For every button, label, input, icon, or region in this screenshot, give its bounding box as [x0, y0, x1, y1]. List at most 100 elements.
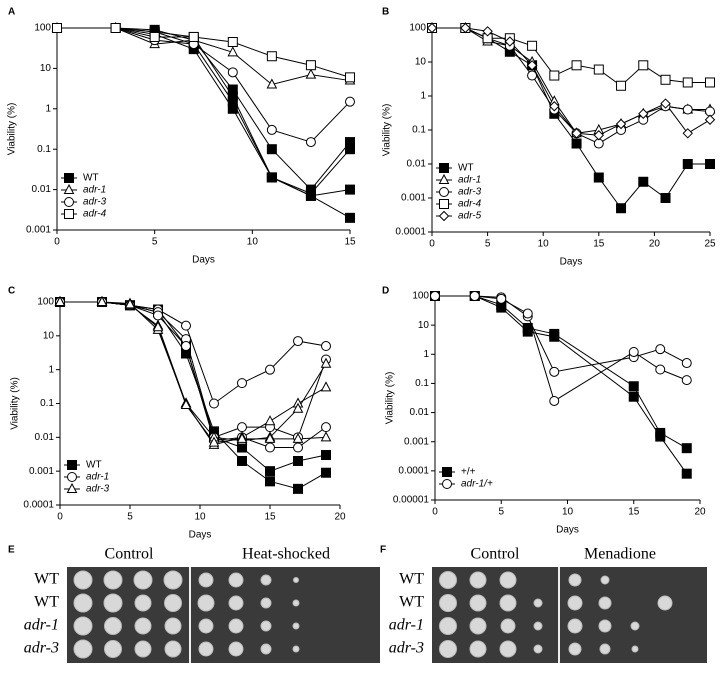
legend-label: +/+	[461, 467, 476, 478]
y-tick-label: 100	[412, 291, 429, 302]
x-axis-label: Days	[189, 530, 212, 541]
column-label: Control	[105, 546, 154, 563]
marker	[227, 103, 238, 114]
marker	[293, 483, 303, 494]
marker	[345, 137, 355, 148]
marker	[227, 37, 238, 48]
marker	[181, 320, 191, 331]
colony-spot	[260, 643, 272, 655]
x-tick-label: 0	[432, 507, 438, 518]
marker	[265, 442, 275, 453]
marker	[628, 381, 639, 392]
colony-spot	[499, 594, 517, 612]
legend-label: WT	[86, 460, 102, 471]
colony-spot	[164, 640, 182, 658]
marker	[152, 321, 164, 332]
colony-spot	[134, 594, 152, 612]
legend-marker	[439, 199, 449, 209]
colony-spot	[439, 617, 457, 635]
marker	[208, 436, 220, 447]
marker	[227, 91, 238, 102]
marker	[345, 184, 355, 195]
data-line	[435, 295, 687, 373]
marker	[266, 124, 277, 135]
column-label: Menadione	[584, 546, 656, 563]
legend-label: adr-4	[458, 199, 482, 210]
data-line	[57, 27, 351, 219]
x-tick-label: 0	[54, 237, 60, 248]
data-line	[60, 301, 327, 449]
marker	[571, 138, 582, 149]
marker	[681, 375, 692, 386]
legend-marker	[66, 482, 78, 493]
colony-spot	[567, 595, 583, 611]
x-tick-label: 5	[485, 239, 491, 250]
colony-spot	[134, 617, 152, 635]
colony-spot	[631, 645, 639, 653]
marker	[682, 128, 693, 139]
marker	[345, 212, 355, 223]
marker	[522, 308, 533, 319]
y-tick-label: 1	[420, 91, 426, 102]
y-tick-label: 1	[423, 349, 429, 360]
y-tick-label: 0.0001	[23, 500, 54, 511]
marker	[266, 144, 277, 155]
colony-spot	[292, 645, 300, 653]
colony-spot	[228, 595, 244, 611]
y-tick-label: 10	[40, 63, 52, 74]
colony-spot	[469, 617, 487, 635]
colony-spot	[500, 618, 516, 634]
row-label: adr-3	[24, 640, 59, 657]
marker	[237, 422, 247, 433]
marker	[616, 80, 627, 91]
marker	[504, 36, 516, 47]
marker	[293, 455, 303, 466]
marker	[426, 22, 438, 34]
colony-spot	[103, 570, 123, 590]
marker	[181, 341, 191, 352]
colony-spot	[163, 570, 183, 590]
colony-spot	[103, 593, 123, 613]
y-tick-label: 10	[418, 320, 430, 331]
x-tick-label: 0	[57, 512, 63, 523]
colony-spot	[198, 572, 214, 588]
marker	[110, 23, 121, 33]
marker	[320, 381, 332, 392]
marker	[54, 295, 66, 306]
data-line	[60, 301, 327, 405]
colony-spot	[197, 594, 215, 612]
legend-label: adr-3	[458, 187, 482, 198]
marker	[526, 60, 538, 71]
marker	[628, 391, 639, 402]
y-tick-label: 100	[409, 23, 426, 34]
data-line	[57, 27, 351, 143]
marker	[682, 104, 693, 115]
marker	[571, 128, 582, 139]
marker	[482, 26, 493, 37]
legend-label: adr-1	[458, 175, 481, 186]
marker	[305, 68, 317, 79]
colony-spot	[567, 618, 583, 634]
x-tick-label: 25	[704, 239, 716, 250]
marker	[496, 293, 507, 304]
colony-spot	[104, 640, 122, 658]
marker	[549, 101, 560, 112]
marker	[705, 77, 715, 88]
legend-marker	[438, 210, 450, 222]
colony-spot	[533, 621, 543, 631]
marker	[655, 364, 666, 375]
y-tick-label: 0.1	[415, 378, 429, 389]
y-tick-label: 0.0001	[395, 227, 426, 238]
colony-spot	[198, 641, 214, 657]
x-tick-label: 20	[694, 507, 706, 518]
marker	[638, 176, 649, 187]
marker	[496, 302, 507, 313]
x-tick-label: 5	[127, 512, 133, 523]
data-line	[60, 301, 327, 472]
y-axis-label: Viability (%)	[10, 377, 21, 430]
y-tick-label: 10	[43, 330, 55, 341]
legend-marker	[439, 163, 449, 173]
marker	[153, 310, 163, 321]
colony-spot	[133, 570, 153, 590]
